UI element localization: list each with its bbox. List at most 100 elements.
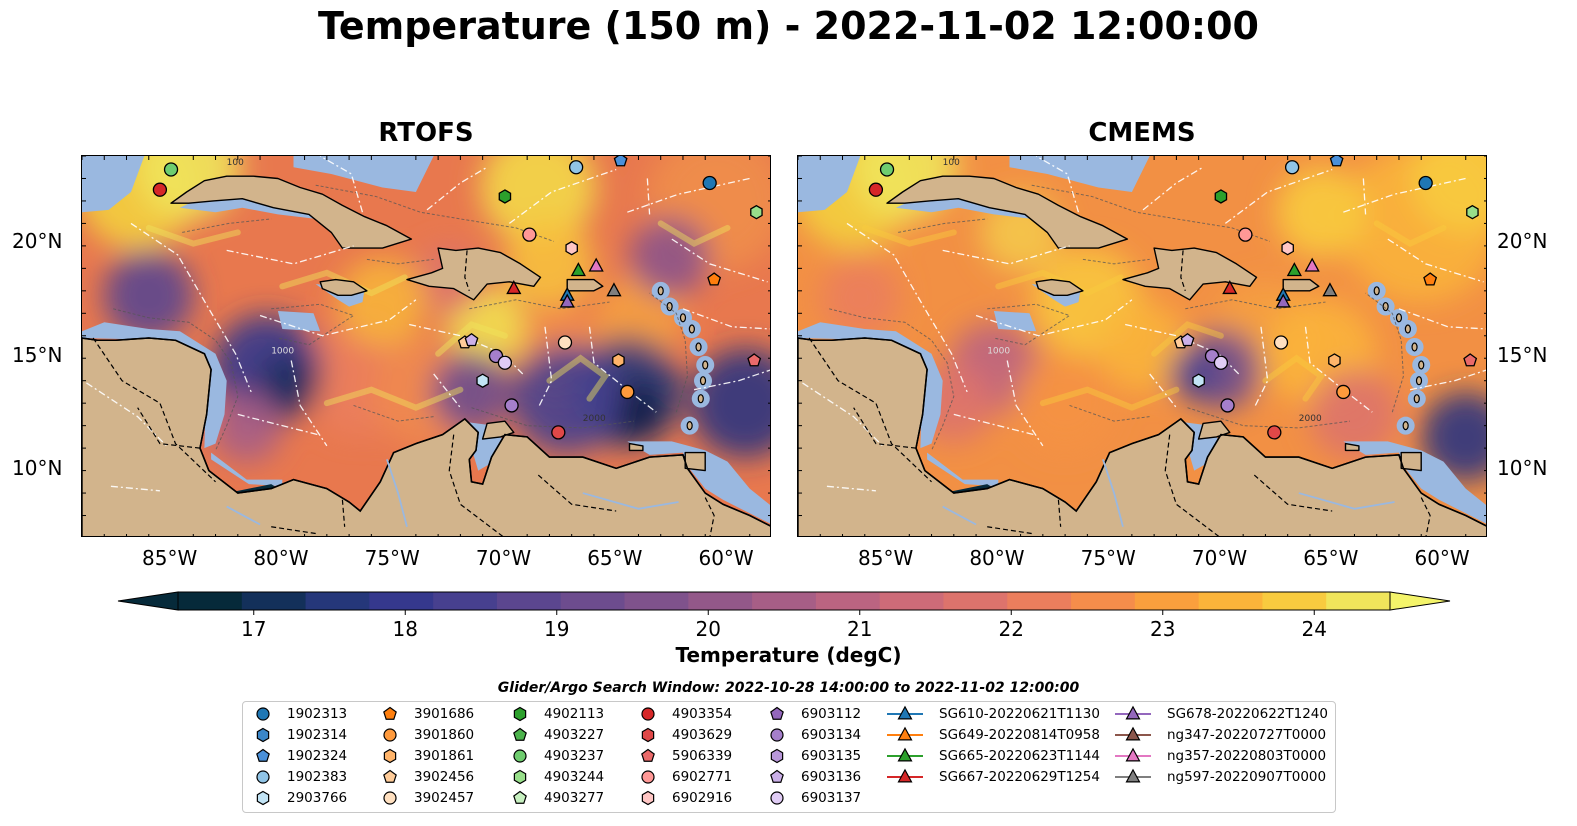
mainland-coastline	[798, 337, 1486, 527]
lon-tick-65w-panel-0: 65°W	[587, 546, 643, 570]
legend-marker-triangle-line	[1115, 705, 1151, 720]
lon-tick-70w-panel-0: 70°W	[475, 546, 532, 570]
legend-label: 1902324	[287, 748, 348, 764]
legend-label: 4903227	[544, 727, 605, 743]
legend-marker-hexagon	[256, 790, 270, 806]
legend-marker-triangle-line	[887, 747, 923, 762]
map-marker-20	[551, 425, 566, 440]
map-marker-25	[606, 282, 622, 297]
map-marker-20	[1267, 425, 1282, 440]
legend-label: 6903112	[801, 706, 862, 722]
legend-marker-hexagon	[383, 748, 397, 764]
colorbar-bin-15	[1134, 592, 1200, 610]
map-marker-0	[163, 162, 179, 177]
colorbar-tick-22: 22	[998, 617, 1024, 641]
map-marker-14	[1213, 355, 1229, 370]
colorbar-tick-17: 17	[241, 617, 267, 641]
colorbar-bin-1	[241, 592, 307, 610]
map-marker-2	[1284, 160, 1300, 175]
eddy-filaments	[861, 220, 1447, 411]
map-marker-9	[1423, 272, 1438, 286]
map-marker-22	[570, 262, 586, 277]
eez-boundaries	[802, 156, 1486, 492]
legend-marker-pentagon	[513, 727, 527, 741]
bathymetry-contours	[113, 184, 688, 451]
colorbar-bin-9	[752, 592, 817, 610]
colorbar-bin-14	[1071, 592, 1136, 610]
map-marker-14	[497, 355, 513, 370]
legend-label: 2903766	[287, 790, 348, 806]
colorbar-tick-24: 24	[1301, 617, 1327, 641]
map-marker-16	[504, 398, 519, 413]
colorbar-bin-2	[305, 592, 370, 610]
lat-tick-20-right: 20°N	[1497, 229, 1548, 253]
legend-marker-hexagon	[641, 727, 655, 743]
lon-tick-80w-panel-0: 80°W	[253, 546, 309, 570]
contour-label-100: 100	[943, 158, 960, 168]
lon-tick-80w-panel-1: 80°W	[969, 546, 1025, 570]
map-marker-7	[1238, 227, 1253, 242]
map-marker-0	[879, 162, 895, 177]
legend-marker-pentagon	[383, 706, 397, 720]
map-marker-22	[1286, 262, 1302, 277]
legend-marker-circle	[641, 707, 655, 721]
country-borders	[92, 250, 715, 536]
legend-label: SG667-20220629T1254	[939, 769, 1100, 785]
eez-boundaries	[86, 156, 770, 492]
colorbar-bin-13	[1007, 592, 1072, 610]
legend-label: 4903629	[672, 727, 733, 743]
map-marker-5	[1466, 204, 1479, 220]
colorbar-bin-17	[1262, 592, 1327, 610]
colorbar-tick-21: 21	[847, 617, 873, 641]
map-marker-4	[702, 175, 717, 191]
map-marker-5	[750, 204, 763, 220]
legend-marker-pentagon	[383, 769, 397, 783]
colorbar-extend-high	[1389, 591, 1451, 611]
lon-tick-70w-panel-1: 70°W	[1191, 546, 1248, 570]
lon-tick-85w-panel-1: 85°W	[858, 546, 914, 570]
legend-label: 3902457	[414, 790, 475, 806]
legend-marker-circle	[770, 791, 784, 805]
lat-tick-15-right: 15°N	[1497, 343, 1548, 367]
legend-marker-hexagon	[513, 769, 527, 785]
map-marker-25	[1322, 282, 1338, 297]
legend-label: ng357-20220803T0000	[1167, 748, 1327, 764]
map-marker-15	[476, 373, 489, 388]
legend-marker-pentagon	[770, 769, 784, 783]
rivers	[226, 459, 679, 527]
legend-marker-triangle-line	[887, 726, 923, 741]
map-marker-8	[1281, 240, 1294, 256]
legend-label: 3901860	[414, 727, 475, 743]
legend-label: 4903277	[544, 790, 605, 806]
lon-tick-65w-panel-1: 65°W	[1303, 546, 1359, 570]
map-marker-16	[1220, 398, 1235, 413]
map-marker-12	[464, 332, 479, 347]
legend-label: SG678-20220622T1240	[1167, 706, 1328, 722]
contour-label-1000: 1000	[271, 347, 294, 357]
lon-tick-85w-panel-0: 85°W	[142, 546, 198, 570]
legend-marker-circle	[770, 728, 784, 742]
legend-marker-triangle-line	[1115, 726, 1151, 741]
cmems-map[interactable]: 1000 2000 100	[797, 155, 1487, 537]
legend-label: 4903237	[544, 748, 605, 764]
legend-marker-pentagon	[256, 748, 270, 762]
legend-label: 6902771	[672, 769, 733, 785]
colorbar-tick-23: 23	[1150, 617, 1176, 641]
map-marker-6	[1214, 189, 1228, 204]
legend-marker-circle	[256, 770, 270, 784]
map-marker-7	[522, 227, 537, 242]
lon-tick-75w-panel-0: 75°W	[364, 546, 420, 570]
legend-label: 1902383	[287, 769, 348, 785]
figure-title: Temperature (150 m) - 2022-11-02 12:00:0…	[317, 4, 1259, 48]
legend-marker-hexagon	[641, 790, 655, 806]
legend-label: 1902314	[287, 727, 348, 743]
legend-label: 3901686	[414, 706, 475, 722]
map-marker-10	[747, 353, 762, 367]
colorbar-bin-11	[879, 592, 945, 610]
legend-marker-hexagon	[513, 706, 527, 722]
map-marker-1	[868, 182, 884, 197]
map-marker-8	[565, 240, 578, 256]
map-marker-17	[1273, 335, 1289, 350]
rtofs-map[interactable]: 1000 2000 100	[81, 155, 771, 537]
legend-label: 6902916	[672, 790, 733, 806]
